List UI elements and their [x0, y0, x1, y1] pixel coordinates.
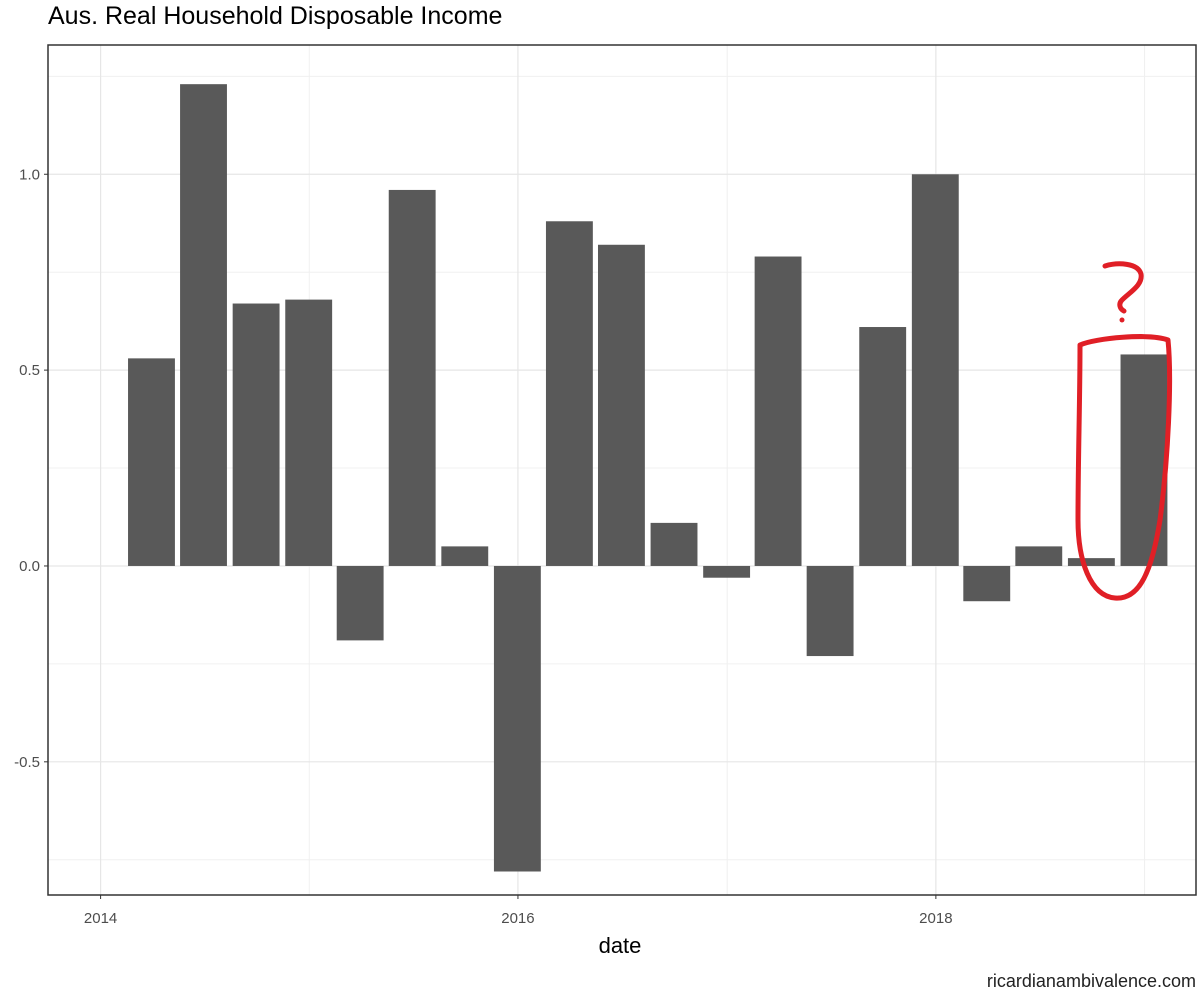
highlight-loop: [1075, 334, 1173, 601]
bar: [128, 358, 175, 566]
bar: [441, 546, 489, 566]
bar: [597, 244, 645, 566]
y-tick-label: 0.0: [19, 558, 40, 575]
red-annotation: [1075, 261, 1173, 601]
y-tick-label: 1.0: [19, 166, 40, 183]
bar: [754, 256, 802, 566]
x-tick-label: 2014: [84, 910, 117, 927]
bar: [1120, 354, 1168, 566]
x-tick-label: 2018: [919, 910, 952, 927]
chart-title: Aus. Real Household Disposable Income: [48, 2, 503, 30]
bar: [963, 565, 1011, 602]
y-tick-label: -0.5: [14, 754, 40, 771]
question-mark-icon: [1102, 261, 1144, 314]
bar: [545, 221, 593, 566]
bar: [703, 565, 751, 578]
credit-text: ricardianambivalence.com: [986, 971, 1196, 991]
bar: [1067, 558, 1115, 566]
x-axis-title: date: [599, 933, 642, 958]
bar: [806, 565, 854, 657]
bar: [650, 522, 698, 566]
bar: [285, 299, 333, 566]
bar-series: [128, 84, 1168, 872]
bar: [1015, 546, 1063, 566]
y-tick-label: 0.5: [19, 362, 40, 379]
axes: -0.5 0.0 0.5 1.0 2014 2016 2018: [14, 166, 952, 927]
bar: [911, 174, 959, 566]
bar: [388, 189, 436, 566]
x-tick-label: 2016: [501, 910, 534, 927]
bar: [859, 327, 907, 566]
bar: [493, 565, 541, 872]
bar: [180, 84, 227, 566]
bar: [232, 303, 280, 566]
bar: [336, 565, 384, 641]
question-mark-dot: [1119, 317, 1125, 323]
panel-border: [47, 44, 1197, 896]
